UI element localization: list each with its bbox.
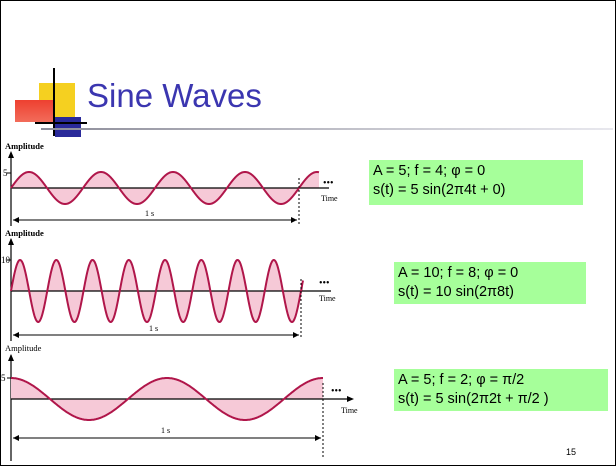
wave-line (10, 258, 304, 324)
time-label: Time (341, 406, 358, 415)
param-line: A = 5; f = 4; φ = 0 (373, 163, 486, 179)
blue-square (55, 117, 81, 137)
equation-line: s(t) = 5 sin(2π4t + 0) (373, 182, 506, 198)
sine-plot-3: Amplitude 5 ••• Time 1 s (1, 343, 358, 461)
y-tick-label: 5 (1, 373, 6, 383)
equation-line: s(t) = 5 sin(2π2t + π/2 ) (398, 391, 549, 407)
ellipsis: ••• (323, 178, 334, 189)
duration-arrow-right (293, 332, 299, 338)
duration-arrow-right (291, 217, 297, 223)
duration-label: 1 s (161, 426, 170, 435)
time-label: Time (319, 294, 336, 303)
sine-plot-1: Amplitude 5 ••• Time 1 s (3, 141, 338, 226)
sine-plot-2: Amplitude 10 ••• Time 1 s (1, 229, 336, 341)
equation-box-2: A = 10; f = 8; φ = 0 s(t) = 10 sin(2π8t) (394, 262, 586, 304)
y-axis-arrow (8, 238, 14, 245)
x-axis-arrow (347, 396, 354, 402)
duration-arrow-left (13, 435, 19, 441)
duration-arrow-right (315, 435, 321, 441)
black-horizontal-line (35, 122, 87, 124)
equation-line: s(t) = 10 sin(2π8t) (398, 284, 514, 300)
equation-box-1: A = 5; f = 4; φ = 0 s(t) = 5 sin(2π4t + … (369, 160, 583, 205)
duration-arrow-left (13, 332, 19, 338)
ellipsis: ••• (331, 386, 342, 397)
param-line: A = 10; f = 8; φ = 0 (398, 265, 519, 281)
duration-label: 1 s (149, 324, 158, 333)
wave-line (11, 377, 323, 421)
y-axis-arrow (8, 151, 14, 158)
slide-title: Sine Waves (87, 77, 262, 114)
y-tick-label: 5 (3, 168, 8, 178)
equation-box-3: A = 5; f = 2; φ = π/2 s(t) = 5 sin(2π2t … (394, 369, 608, 411)
page-number: 15 (566, 447, 577, 457)
duration-arrow-left (13, 217, 19, 223)
y-axis-arrow (8, 354, 14, 361)
black-vertical-line (53, 68, 55, 136)
param-line: A = 5; f = 2; φ = π/2 (398, 372, 525, 388)
amplitude-label: Amplitude (5, 343, 42, 353)
amplitude-label: Amplitude (5, 229, 44, 238)
wave-line (10, 171, 320, 205)
time-label: Time (321, 194, 338, 203)
amplitude-label: Amplitude (5, 141, 44, 151)
duration-label: 1 s (145, 209, 154, 218)
y-tick-label: 10 (1, 255, 11, 265)
ellipsis: ••• (319, 278, 330, 289)
title-underline (41, 128, 613, 130)
red-square (15, 100, 55, 122)
title-decoration (1, 1, 91, 141)
